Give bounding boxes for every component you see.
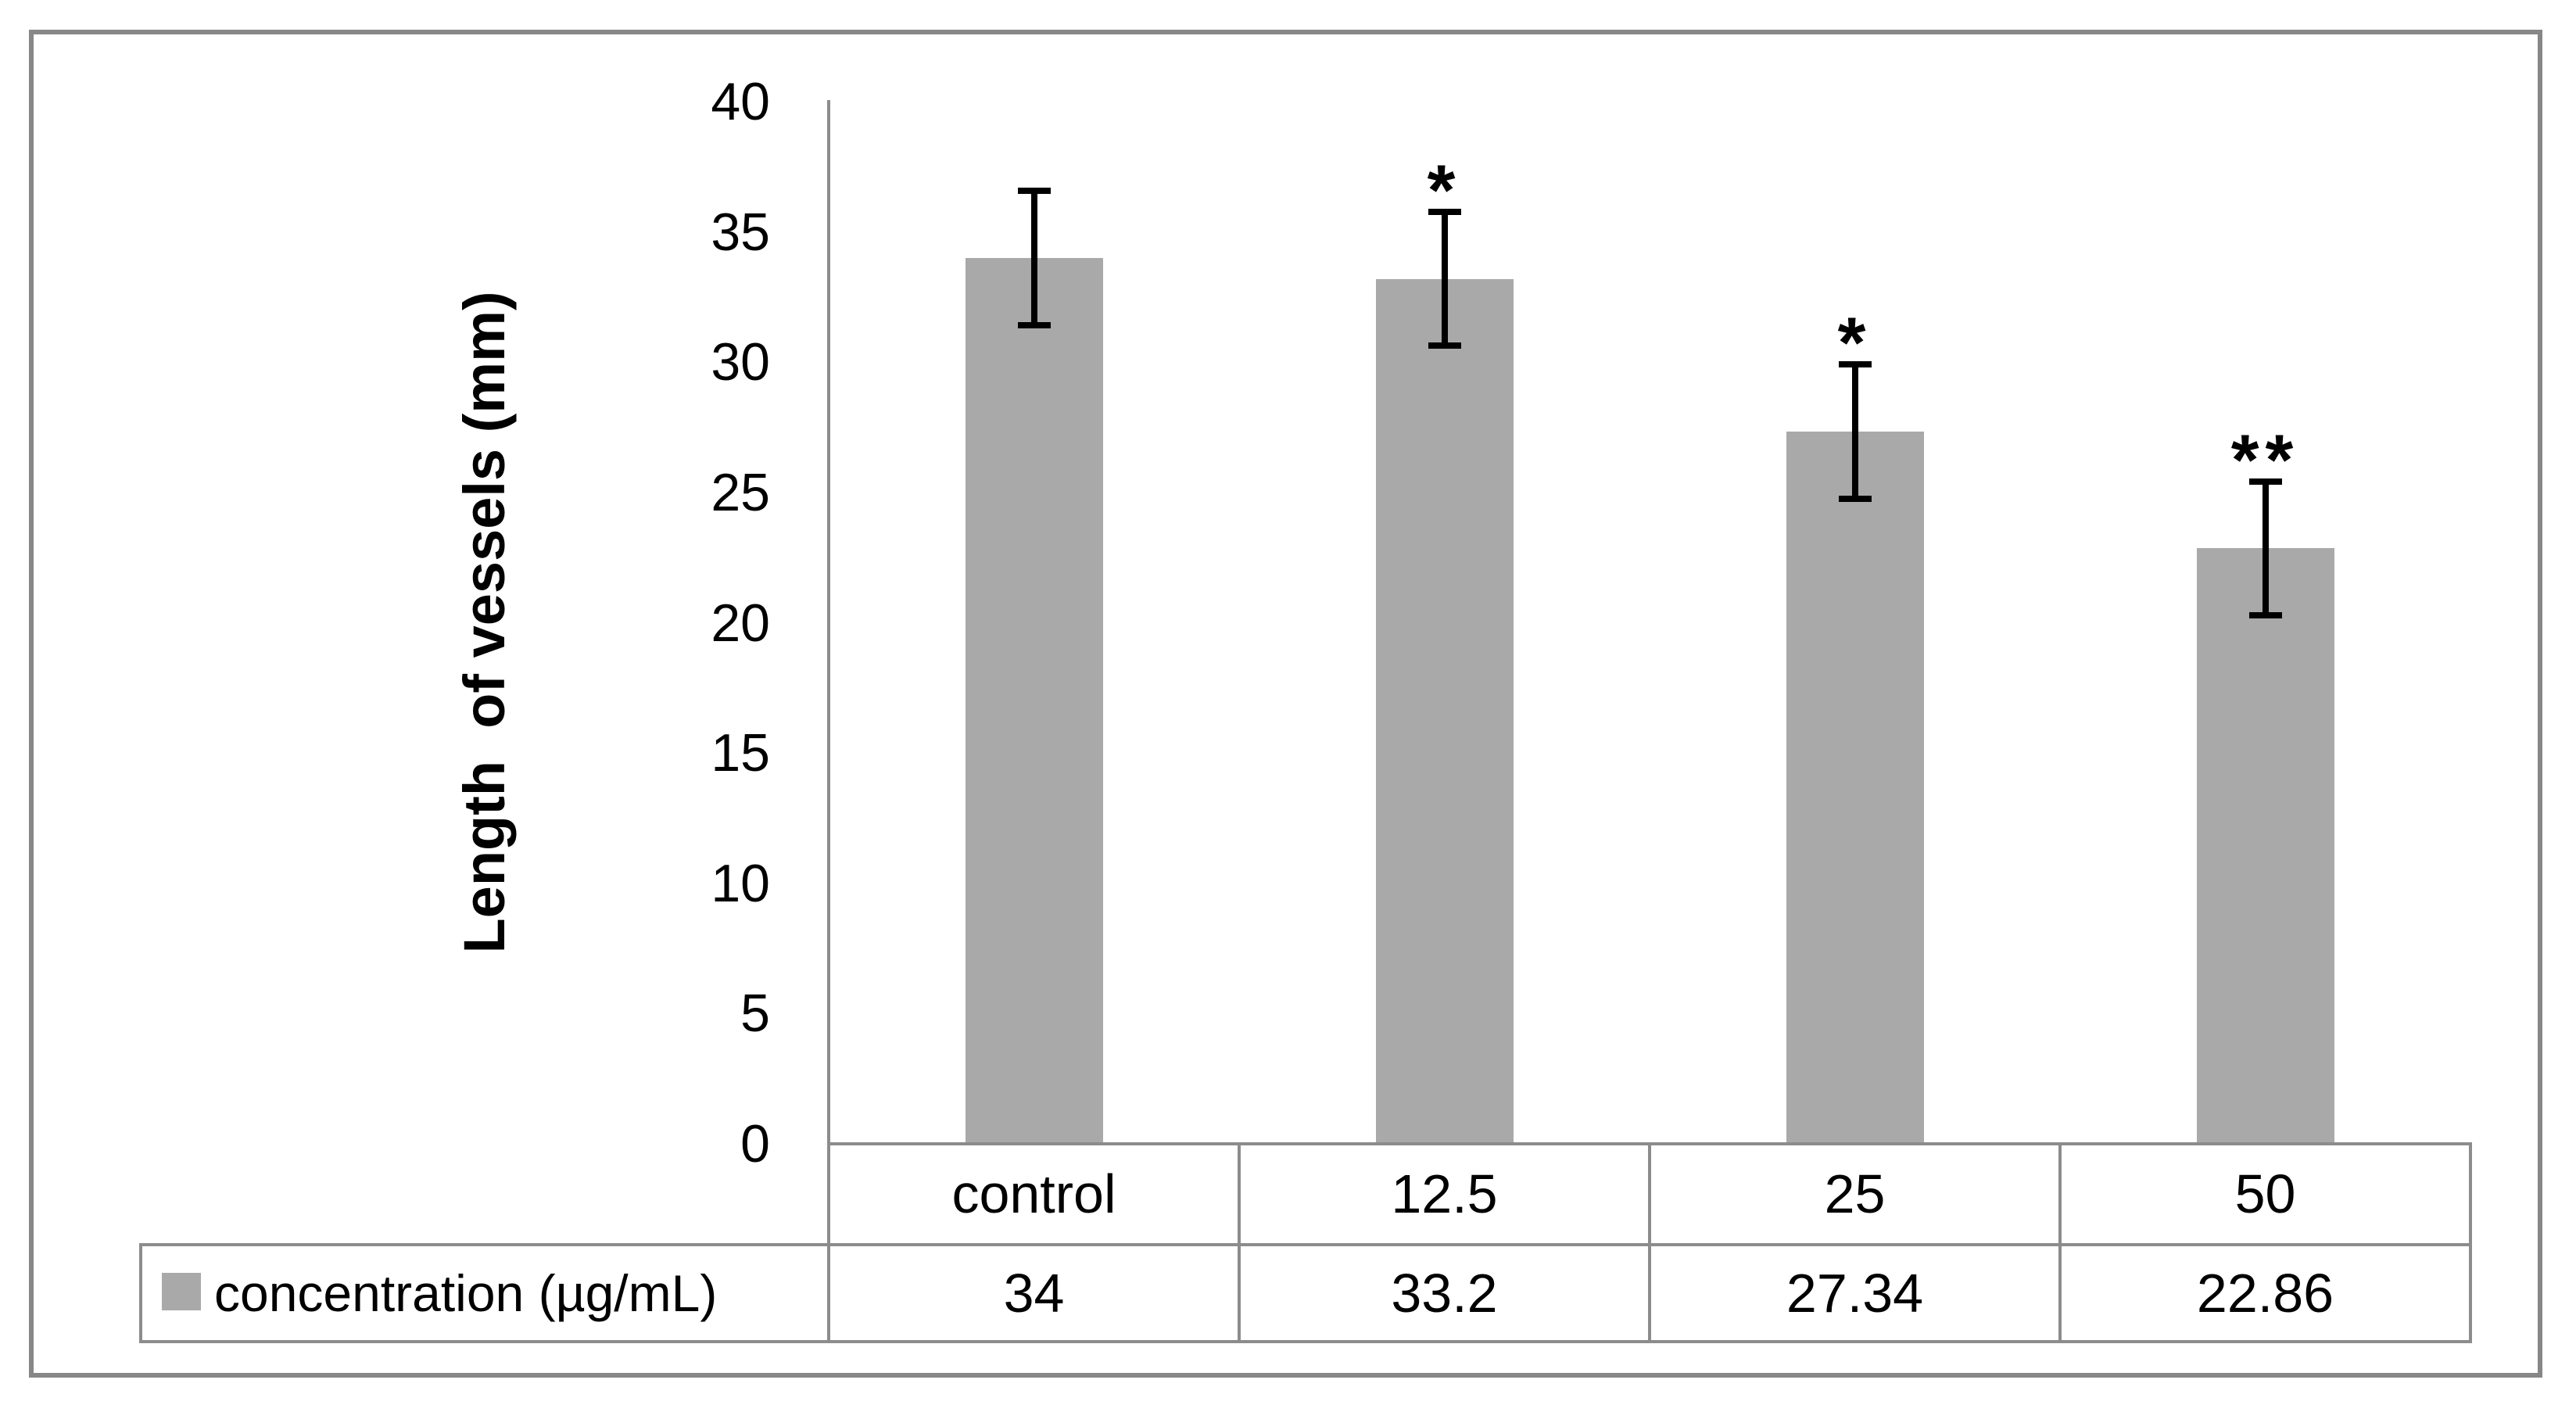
error-bar-cap-bottom (1838, 495, 1872, 502)
y-tick-label: 40 (711, 72, 770, 131)
significance-marker: * (1427, 150, 1462, 231)
table-row-divider (139, 1243, 2472, 1246)
y-tick-label: 5 (740, 984, 770, 1044)
y-tick-label: 20 (711, 593, 770, 653)
table-column-border (1238, 1142, 1241, 1343)
legend-label: concentration (µg/mL) (214, 1264, 718, 1322)
error-bar-cap-top (2248, 478, 2282, 485)
bar (1375, 278, 1514, 1144)
y-axis-line (827, 100, 830, 1343)
y-tick-label: 35 (711, 202, 770, 262)
bar (965, 257, 1103, 1144)
error-bar-cap-bottom (1017, 321, 1051, 328)
figure-border (29, 30, 2542, 1378)
error-bar-cap-bottom (1428, 342, 1461, 349)
error-bar-cap-bottom (2248, 611, 2282, 618)
error-bar-cap-top (1017, 188, 1051, 195)
bar (2196, 548, 2334, 1144)
error-bar-whisker (1851, 364, 1858, 500)
error-bar-whisker (2262, 480, 2269, 616)
category-cell: 12.5 (1391, 1163, 1498, 1224)
error-bar-cap-top (1838, 361, 1872, 368)
table-column-border (1648, 1142, 1651, 1343)
y-tick-label: 0 (740, 1114, 770, 1174)
table-column-border (2058, 1142, 2062, 1343)
y-tick-label: 25 (711, 462, 770, 522)
error-bar-cap-top (1428, 208, 1461, 215)
category-cell: 25 (1824, 1163, 1886, 1224)
table-bottom-border (139, 1340, 2472, 1343)
y-tick-label: 15 (711, 723, 770, 783)
value-cell: 33.2 (1391, 1263, 1498, 1324)
legend-cell-left-border (139, 1243, 142, 1343)
y-axis-title: Length of vessels (mm) (452, 291, 517, 954)
bar (1786, 431, 1924, 1144)
legend-swatch-icon (162, 1273, 201, 1310)
category-cell: control (951, 1163, 1116, 1224)
y-tick-label: 10 (711, 853, 770, 913)
table-right-border (2469, 1142, 2472, 1343)
y-tick-label: 30 (711, 332, 770, 392)
value-cell: 27.34 (1786, 1263, 1924, 1324)
significance-marker: * (1837, 303, 1872, 384)
value-cell: 22.86 (2196, 1263, 2334, 1324)
error-bar-whisker (1030, 190, 1037, 326)
significance-marker: ** (2230, 420, 2300, 500)
category-cell: 50 (2234, 1163, 2296, 1224)
error-bar-whisker (1441, 210, 1448, 347)
value-cell: 34 (1003, 1263, 1065, 1324)
